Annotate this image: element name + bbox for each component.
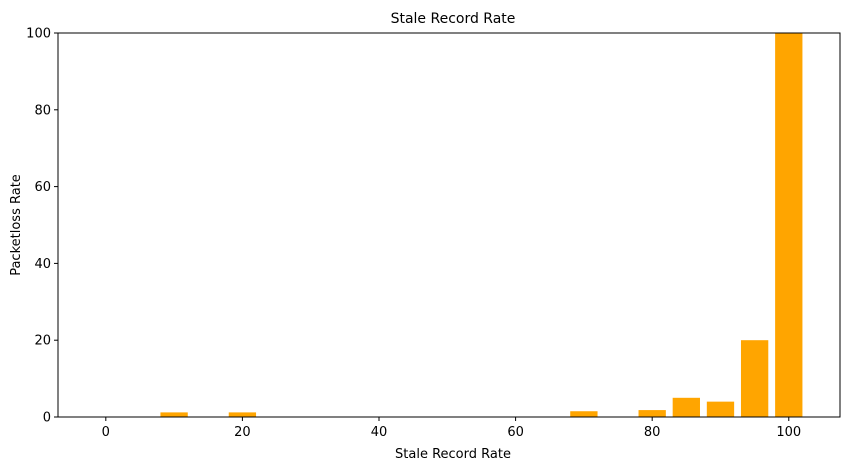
- bar-100: [775, 33, 803, 417]
- y-tick-label: 80: [34, 103, 51, 118]
- x-tick-label: 100: [776, 425, 801, 440]
- x-axis-ticks: 0 20 40 60 80 100: [102, 417, 801, 440]
- y-axis-label: Packetloss Rate: [9, 174, 24, 276]
- x-tick-label: 20: [234, 425, 251, 440]
- y-tick-label: 20: [34, 334, 51, 349]
- y-tick-label: 100: [26, 27, 51, 42]
- bar-70: [570, 411, 598, 417]
- x-tick-label: 40: [371, 425, 388, 440]
- x-axis-label: Stale Record Rate: [395, 447, 511, 462]
- bar-10: [160, 412, 188, 417]
- y-axis-ticks: 0 20 40 60 80 100: [26, 27, 58, 426]
- x-tick-label: 60: [507, 425, 524, 440]
- chart-title: Stale Record Rate: [391, 11, 516, 27]
- x-tick-label: 0: [102, 425, 110, 440]
- plot-frame: [57, 32, 841, 418]
- bars-layer: [160, 33, 803, 417]
- x-tick-label: 80: [644, 425, 661, 440]
- bar-90: [706, 401, 735, 417]
- y-tick-label: 40: [34, 257, 51, 272]
- bar-20: [228, 412, 257, 417]
- bar-95: [740, 340, 769, 417]
- y-tick-label: 60: [34, 180, 51, 195]
- bar-85: [672, 397, 700, 417]
- bar-80: [638, 410, 666, 417]
- y-tick-label: 0: [43, 411, 51, 426]
